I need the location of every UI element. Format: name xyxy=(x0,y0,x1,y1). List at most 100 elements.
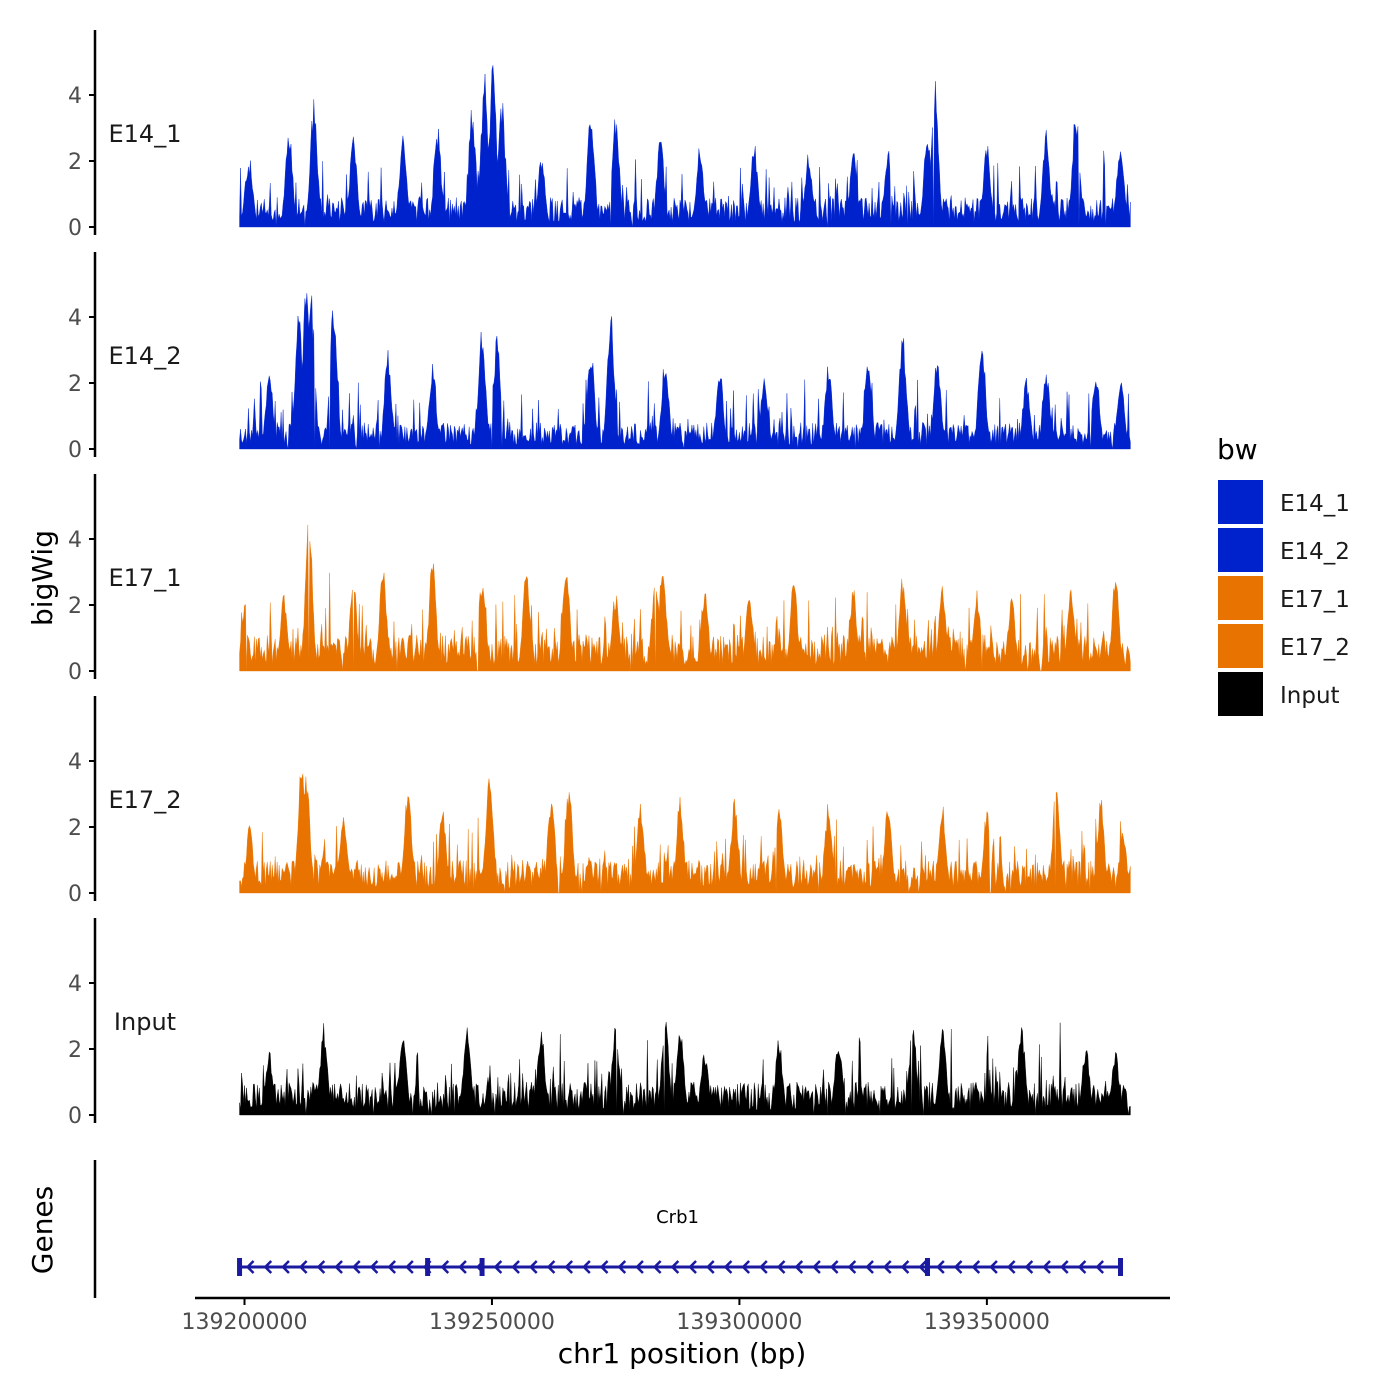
exon-mark xyxy=(1118,1258,1124,1276)
strand-arrow xyxy=(812,1260,821,1274)
legend-label-e14_1: E14_1 xyxy=(1280,491,1350,517)
strand-arrow xyxy=(263,1260,273,1274)
signal-area-e14_2 xyxy=(239,293,1131,450)
track-panel-e14_2: 0 2 4 E14_2 xyxy=(68,252,1131,463)
x-axis-label: chr1 position (bp) xyxy=(558,1337,807,1370)
strand-arrow xyxy=(794,1260,804,1274)
strand-arrow xyxy=(1024,1260,1034,1274)
exon-mark xyxy=(425,1258,431,1276)
track-label-e14_1: E14_1 xyxy=(109,120,182,148)
x-axis: 139200000 139250000 139300000 139350000 xyxy=(182,1296,1170,1335)
track-panel-e14_1: 0 2 4 E14_1 xyxy=(68,30,1131,241)
strand-arrow xyxy=(953,1260,963,1274)
strand-arrow xyxy=(936,1260,945,1274)
strand-arrow xyxy=(369,1260,379,1274)
strand-arrow xyxy=(1042,1260,1051,1274)
strand-arrow xyxy=(989,1260,998,1274)
legend-label-e14_2: E14_2 xyxy=(1280,539,1350,565)
strand-arrow xyxy=(670,1260,680,1274)
exon-mark xyxy=(924,1258,930,1276)
track-panels: 0 2 4 E14_1 0 2 4 E14_2 0 2 4 E17_1 0 2 4 E17_2 0 2 4 Input xyxy=(68,30,1131,1129)
y-tick-label: 0 xyxy=(68,660,82,685)
strand-arrow xyxy=(1095,1260,1105,1274)
strand-arrow xyxy=(1059,1260,1069,1274)
signal-area-e17_2 xyxy=(239,773,1131,894)
legend-label-e17_2: E17_2 xyxy=(1280,635,1350,661)
legend-swatch-e14_2 xyxy=(1218,528,1263,572)
strand-arrow xyxy=(405,1260,414,1274)
y-tick-label: 4 xyxy=(68,750,82,775)
legend-label-e17_1: E17_1 xyxy=(1280,587,1350,613)
exon-mark xyxy=(237,1258,243,1276)
x-tick-label: 139200000 xyxy=(182,1310,308,1335)
strand-arrow xyxy=(865,1260,874,1274)
strand-arrow xyxy=(599,1260,609,1274)
strand-arrow xyxy=(705,1260,715,1274)
strand-arrow xyxy=(882,1260,892,1274)
y-axis-label: bigWig xyxy=(26,530,59,626)
legend-title: bw xyxy=(1217,433,1258,466)
strand-arrow xyxy=(582,1260,591,1274)
legend: bw E14_1 E14_2 E17_1 E17_2 Input xyxy=(1217,433,1350,716)
strand-arrow xyxy=(723,1260,733,1274)
track-panel-e17_1: 0 2 4 E17_1 xyxy=(68,474,1131,685)
strand-arrow xyxy=(688,1260,697,1274)
strand-arrow xyxy=(759,1260,768,1274)
y-tick-label: 4 xyxy=(68,528,82,553)
track-label-e17_1: E17_1 xyxy=(109,564,182,592)
legend-label-input: Input xyxy=(1280,683,1340,709)
genes-panel: Crb1 xyxy=(93,1160,1124,1298)
y-tick-label: 2 xyxy=(68,816,82,841)
strand-arrow xyxy=(1006,1260,1016,1274)
y-tick-label: 0 xyxy=(68,882,82,907)
y-tick-label: 0 xyxy=(68,438,82,463)
strand-arrow xyxy=(776,1260,786,1274)
y-tick-label: 2 xyxy=(68,594,82,619)
x-tick-label: 139250000 xyxy=(429,1310,555,1335)
strand-arrow xyxy=(387,1260,397,1274)
legend-swatch-input xyxy=(1218,672,1263,716)
track-label-input: Input xyxy=(114,1008,176,1036)
strand-arrow xyxy=(918,1260,928,1274)
legend-swatch-e14_1 xyxy=(1218,480,1263,524)
y-tick-label: 0 xyxy=(68,1104,82,1129)
strand-arrow xyxy=(511,1260,520,1274)
x-tick-label: 139350000 xyxy=(924,1310,1050,1335)
track-label-e17_2: E17_2 xyxy=(109,786,182,814)
strand-arrow xyxy=(635,1260,644,1274)
legend-swatch-e17_2 xyxy=(1218,624,1263,668)
y-tick-label: 2 xyxy=(68,1038,82,1063)
y-tick-label: 4 xyxy=(68,306,82,331)
strand-arrow xyxy=(741,1260,751,1274)
strand-arrow xyxy=(564,1260,574,1274)
y-tick-label: 4 xyxy=(68,972,82,997)
y-tick-label: 0 xyxy=(68,216,82,241)
y-tick-label: 2 xyxy=(68,372,82,397)
gene-name-label: Crb1 xyxy=(656,1207,699,1228)
strand-arrow xyxy=(528,1260,538,1274)
strand-arrow xyxy=(281,1260,290,1274)
genes-panel-label: Genes xyxy=(26,1186,59,1274)
strand-arrow xyxy=(971,1260,981,1274)
strand-arrow xyxy=(829,1260,839,1274)
exon-mark xyxy=(479,1258,485,1276)
x-tick-label: 139300000 xyxy=(676,1310,802,1335)
signal-area-input xyxy=(239,1022,1131,1116)
strand-arrow xyxy=(334,1260,343,1274)
strand-arrow xyxy=(546,1260,556,1274)
strand-arrow xyxy=(440,1260,450,1274)
strand-arrow xyxy=(1077,1260,1087,1274)
y-tick-label: 2 xyxy=(68,150,82,175)
strand-arrow xyxy=(458,1260,467,1274)
track-label-e14_2: E14_2 xyxy=(109,342,182,370)
legend-swatch-e17_1 xyxy=(1218,576,1263,620)
strand-arrow xyxy=(351,1260,361,1274)
strand-arrow xyxy=(245,1260,255,1274)
signal-area-e14_1 xyxy=(239,65,1131,228)
y-tick-label: 4 xyxy=(68,84,82,109)
track-panel-e17_2: 0 2 4 E17_2 xyxy=(68,696,1131,907)
strand-arrow xyxy=(316,1260,326,1274)
strand-arrow xyxy=(298,1260,308,1274)
strand-arrow xyxy=(493,1260,503,1274)
